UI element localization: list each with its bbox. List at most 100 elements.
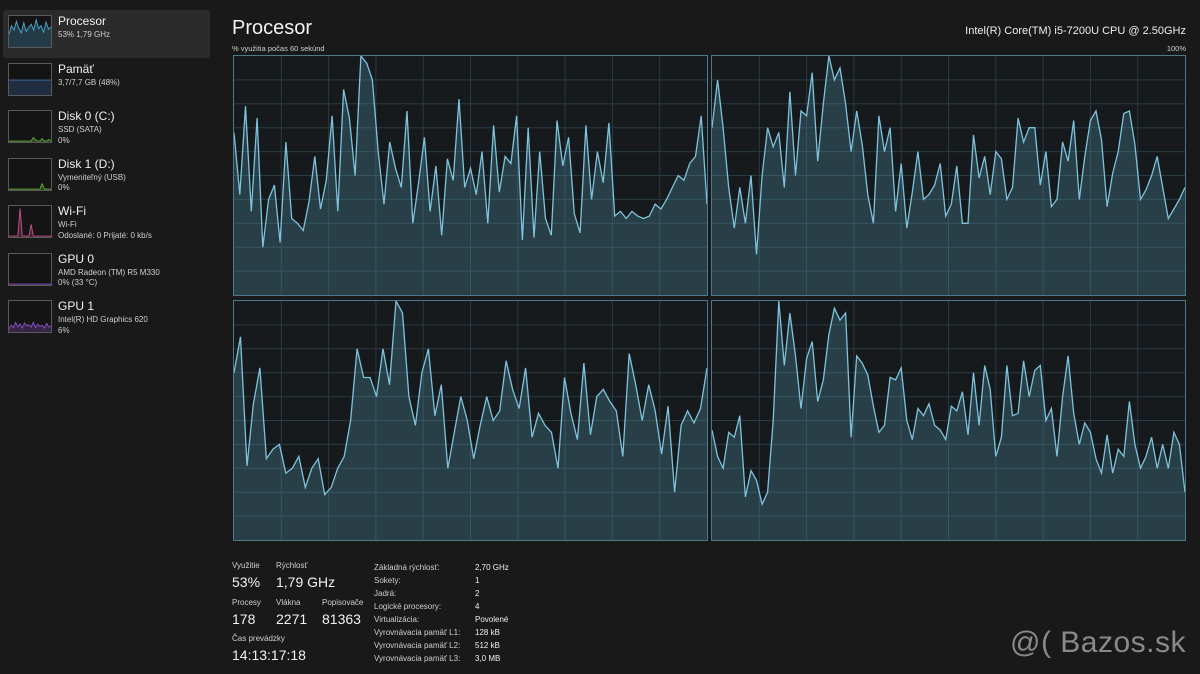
sidebar-item-subtitle: Vymeniteľný (USB) xyxy=(58,172,126,182)
cpu-usage-line xyxy=(234,301,707,497)
detail-value: 1 xyxy=(475,576,480,585)
sidebar-thumbnail-processor xyxy=(8,15,52,48)
sparkline-area xyxy=(9,79,51,95)
watermark: @( Bazos.sk xyxy=(1010,626,1186,659)
sidebar-item-subtitle: Wi-Fi xyxy=(58,220,77,229)
sidebar-thumbnail-disk-0 xyxy=(8,110,52,143)
sidebar-item-title: Disk 1 (D:) xyxy=(58,156,115,171)
sidebar-item-disk-1[interactable]: Disk 1 (D:) Vymeniteľný (USB) 0% xyxy=(3,153,210,201)
sparkline-line xyxy=(9,136,51,142)
sidebar-item-title: Pamäť xyxy=(58,61,94,76)
sparkline-memory xyxy=(9,79,51,95)
cpu-core-graph-1[interactable] xyxy=(711,55,1186,296)
sparkline-line xyxy=(9,182,51,190)
sparkline-disk-1 xyxy=(9,182,51,190)
stat-processes-value: 178 xyxy=(232,611,256,627)
detail-value: 512 kB xyxy=(475,641,500,650)
detail-key: Vyrovnávacia pamäť L2: xyxy=(374,641,461,650)
cpu-usage-line xyxy=(712,301,1185,507)
detail-row: Sokety: 1 xyxy=(374,574,534,587)
graph-axis-max: 100% xyxy=(1166,44,1186,53)
detail-value: 2,70 GHz xyxy=(475,563,509,572)
sparkline-wifi xyxy=(9,208,51,237)
detail-key: Virtualizácia: xyxy=(374,615,420,624)
stat-utilization-value: 53% xyxy=(232,574,261,590)
stat-utilization: Využitie 53% xyxy=(232,561,260,590)
cpu-usage-area xyxy=(712,56,1185,295)
stat-threads-label: Vlákna xyxy=(276,598,301,607)
cpu-usage-area xyxy=(234,301,707,540)
page-title: Procesor xyxy=(232,17,313,39)
detail-row: Logické procesory: 4 xyxy=(374,600,534,613)
cpu-usage-area xyxy=(234,56,707,295)
cpu-model-name: Intel(R) Core(TM) i5-7200U CPU @ 2.50GHz xyxy=(965,25,1186,37)
detail-key: Základná rýchlosť: xyxy=(374,563,440,572)
sidebar-item-title: GPU 0 xyxy=(58,251,95,266)
stat-uptime-label: Čas prevádzky xyxy=(232,634,285,643)
sidebar-thumbnail-disk-1 xyxy=(8,157,52,191)
sidebar-item-subtitle: Intel(R) HD Graphics 620 xyxy=(58,315,148,324)
cpu-core-graph-3[interactable] xyxy=(711,300,1186,541)
sparkline-line xyxy=(9,321,51,330)
sparkline-area xyxy=(9,208,51,237)
detail-row: Jadrá: 2 xyxy=(374,587,534,600)
stat-speed: Rýchlosť 1,79 GHz xyxy=(276,561,335,590)
sparkline-gpu-1 xyxy=(9,321,51,332)
stat-processes: Procesy 178 xyxy=(232,598,261,627)
sidebar-thumbnail-gpu-1 xyxy=(8,300,52,333)
cpu-graphs-grid[interactable] xyxy=(233,55,1187,542)
sidebar: Procesor 53% 1,79 GHz Pamäť 3,7/7,7 GB (… xyxy=(0,0,212,674)
detail-value: 128 kB xyxy=(475,628,500,637)
cpu-usage-area xyxy=(712,301,1185,540)
sidebar-item-value: 0% xyxy=(58,135,70,145)
detail-key: Sokety: xyxy=(374,576,401,585)
sidebar-item-value: Odoslané: 0 Prijaté: 0 kb/s xyxy=(58,230,152,240)
detail-row: Vyrovnávacia pamäť L3: 3,0 MB xyxy=(374,652,534,665)
sparkline-gpu-0 xyxy=(9,283,51,285)
sidebar-item-title: Disk 0 (C:) xyxy=(58,109,115,123)
sidebar-item-value: 6% xyxy=(58,325,70,335)
sidebar-item-processor[interactable]: Procesor 53% 1,79 GHz xyxy=(3,10,210,58)
sidebar-thumbnail-memory xyxy=(8,62,52,96)
cpu-details-table: Základná rýchlosť: 2,70 GHz Sokety: 1 Jadr… xyxy=(374,561,534,665)
cpu-core-graph-1-plot xyxy=(712,56,1185,295)
sparkline-line xyxy=(9,17,51,35)
sidebar-item-wifi[interactable]: Wi-Fi Wi-Fi Odoslané: 0 Prijaté: 0 kb/s xyxy=(3,200,210,248)
sidebar-item-subtitle: 3,7/7,7 GB (48%) xyxy=(58,77,120,87)
detail-value: 2 xyxy=(475,589,480,598)
cpu-core-graph-2[interactable] xyxy=(233,300,708,541)
cpu-usage-line xyxy=(234,56,707,248)
sidebar-item-subtitle: SSD (SATA) xyxy=(58,125,102,134)
detail-key: Vyrovnávacia pamäť L1: xyxy=(374,628,461,637)
sidebar-item-title: GPU 1 xyxy=(58,299,95,313)
stat-handles-label: Popisovače xyxy=(322,598,364,607)
stat-utilization-label: Využitie xyxy=(232,561,260,570)
sidebar-item-subtitle: 53% 1,79 GHz xyxy=(58,30,111,39)
detail-row: Základná rýchlosť: 2,70 GHz xyxy=(374,561,534,574)
sidebar-item-memory[interactable]: Pamäť 3,7/7,7 GB (48%) xyxy=(3,58,210,106)
sparkline-line xyxy=(9,208,51,237)
stat-threads-value: 2271 xyxy=(276,611,308,627)
stat-uptime: Čas prevádzky 14:13:17:18 xyxy=(232,634,306,663)
stat-speed-label: Rýchlosť xyxy=(276,561,308,570)
sidebar-item-gpu-1[interactable]: GPU 1 Intel(R) HD Graphics 620 6% xyxy=(3,295,210,343)
detail-row: Vyrovnávacia pamäť L1: 128 kB xyxy=(374,626,534,639)
sparkline-processor xyxy=(9,17,51,47)
cpu-core-graph-0[interactable] xyxy=(233,55,708,296)
sidebar-item-value: 0% (33 °C) xyxy=(58,278,98,287)
stat-processes-label: Procesy xyxy=(232,598,261,607)
sidebar-item-gpu-0[interactable]: GPU 0 AMD Radeon (TM) R5 M330 0% (33 °C) xyxy=(3,248,210,296)
stat-handles-value: 81363 xyxy=(322,611,361,627)
sidebar-thumbnail-wifi xyxy=(8,205,52,238)
detail-value: 4 xyxy=(475,602,480,611)
detail-value: Povolené xyxy=(475,615,509,624)
sidebar-item-subtitle: AMD Radeon (TM) R5 M330 xyxy=(58,267,160,277)
stat-handles: Popisovače 81363 xyxy=(322,598,363,627)
detail-key: Logické procesory: xyxy=(374,602,442,611)
sidebar-item-disk-0[interactable]: Disk 0 (C:) SSD (SATA) 0% xyxy=(3,105,210,153)
stat-uptime-value: 14:13:17:18 xyxy=(232,647,306,663)
sidebar-item-title: Wi-Fi xyxy=(58,204,86,218)
sparkline-disk-0 xyxy=(9,136,51,142)
detail-key: Jadrá: xyxy=(374,589,397,598)
cpu-core-graph-2-plot xyxy=(234,301,707,540)
